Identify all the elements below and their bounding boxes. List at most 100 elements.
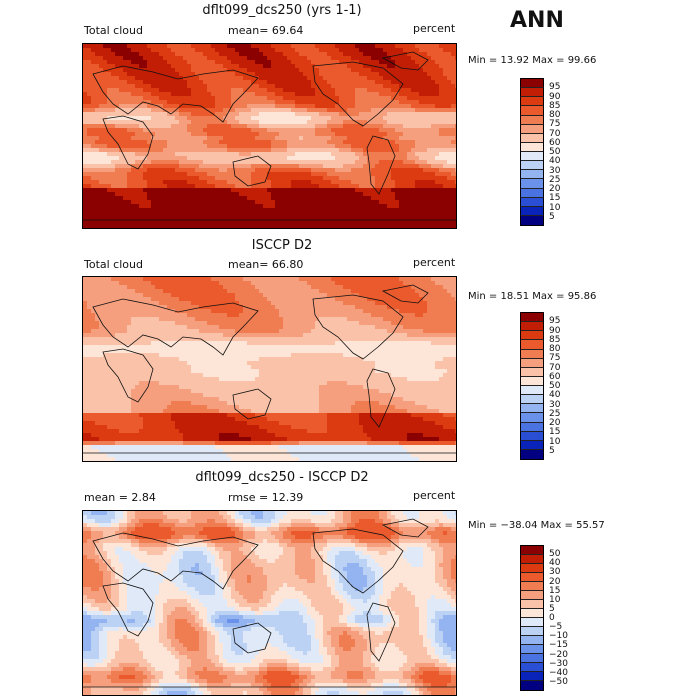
colorbar-segment xyxy=(521,115,543,125)
colorbar-tick-label: 30 xyxy=(549,165,561,176)
colorbar xyxy=(520,78,544,226)
colorbar-segment xyxy=(521,573,543,582)
units-label: percent xyxy=(413,256,456,269)
colorbar-tick-label: 0 xyxy=(549,613,555,623)
coastline xyxy=(312,61,404,127)
colorbar-tick-label: −30 xyxy=(549,658,568,669)
coastline xyxy=(381,51,429,71)
colorbar-tick-label: 60 xyxy=(549,137,561,148)
colorbar-segment xyxy=(521,376,543,386)
colorbar-tick-label: 70 xyxy=(549,128,561,139)
colorbar-tick-label: −5 xyxy=(549,622,563,633)
colorbar-tick-label: 80 xyxy=(549,110,561,120)
mean-label: mean= 66.80 xyxy=(228,258,304,271)
colorbar-tick-label: 50 xyxy=(549,147,561,157)
coastline xyxy=(232,388,272,420)
colorbar-tick-label: 20 xyxy=(549,418,561,428)
colorbar-segment xyxy=(521,161,543,171)
min-max-stats: Min = 13.92 Max = 99.66 xyxy=(468,55,597,66)
variable-label: Total cloud xyxy=(84,258,143,271)
coastline xyxy=(366,368,396,428)
colorbar-segment xyxy=(521,170,543,180)
min-max-stats: Min = 18.51 Max = 95.86 xyxy=(468,291,597,302)
colorbar-tick-label: 95 xyxy=(549,82,561,93)
colorbar-segment xyxy=(521,422,543,432)
colorbar-segment xyxy=(521,618,543,627)
colorbar-tick-label: 60 xyxy=(549,371,561,382)
coastline xyxy=(366,135,396,195)
colorbar-segment xyxy=(521,179,543,189)
panel-title: ISCCP D2 xyxy=(251,238,313,253)
coastline xyxy=(232,622,272,654)
colorbar-tick-label: 25 xyxy=(549,408,561,419)
colorbar-segment xyxy=(521,404,543,414)
contour-field xyxy=(83,277,456,461)
mean-label: mean = 2.84 xyxy=(84,491,156,504)
colorbar-tick-label: 90 xyxy=(549,325,561,336)
colorbar-segment xyxy=(521,197,543,207)
coastline xyxy=(366,602,396,662)
colorbar-segment xyxy=(521,546,543,555)
colorbar-tick-label: 30 xyxy=(549,567,561,578)
variable-label: Total cloud xyxy=(84,24,143,37)
coastline xyxy=(92,532,259,590)
coastline xyxy=(381,284,429,304)
colorbar-segment xyxy=(521,449,543,459)
colorbar-segment xyxy=(521,322,543,332)
colorbar-segment xyxy=(521,431,543,441)
colorbar-segment xyxy=(521,672,543,681)
colorbar-segment xyxy=(521,582,543,591)
colorbar-segment xyxy=(521,358,543,368)
colorbar-segment xyxy=(521,654,543,663)
colorbar-segment xyxy=(521,555,543,564)
colorbar-segment xyxy=(521,386,543,396)
mean-label: mean= 69.64 xyxy=(228,24,304,37)
colorbar-segment xyxy=(521,152,543,162)
colorbar-tick-label: −40 xyxy=(549,667,568,678)
colorbar-tick-label: 85 xyxy=(549,334,561,345)
colorbar-tick-label: 15 xyxy=(549,585,561,596)
colorbar xyxy=(520,545,544,691)
min-max-stats: Min = −38.04 Max = 55.57 xyxy=(468,520,605,531)
colorbar-segment xyxy=(521,215,543,225)
colorbar-tick-label: −15 xyxy=(549,640,568,651)
colorbar-segment xyxy=(521,349,543,359)
colorbar-tick-label: 50 xyxy=(549,549,561,560)
colorbar-segment xyxy=(521,627,543,636)
colorbar-tick-label: 95 xyxy=(549,316,561,327)
colorbar-tick-label: 10 xyxy=(549,202,561,213)
colorbar-tick-label: 5 xyxy=(549,211,555,222)
colorbar-tick-label: 40 xyxy=(549,156,561,167)
coastline xyxy=(92,298,259,356)
coastline xyxy=(381,518,429,538)
colorbar-segment xyxy=(521,681,543,690)
season-label: ANN xyxy=(510,8,564,33)
colorbar-segment xyxy=(521,413,543,423)
colorbar-segment xyxy=(521,636,543,645)
contour-field xyxy=(83,44,456,228)
colorbar-segment xyxy=(521,142,543,152)
colorbar-segment xyxy=(521,645,543,654)
colorbar-tick-label: 15 xyxy=(549,193,561,204)
colorbar-segment xyxy=(521,206,543,216)
colorbar-segment xyxy=(521,313,543,323)
colorbar-tick-label: 80 xyxy=(549,344,561,354)
colorbar-segment xyxy=(521,600,543,609)
colorbar-tick-label: 30 xyxy=(549,399,561,410)
colorbar-tick-label: 85 xyxy=(549,100,561,111)
colorbar-segment xyxy=(521,79,543,89)
colorbar-segment xyxy=(521,609,543,618)
colorbar-segment xyxy=(521,440,543,450)
colorbar-segment xyxy=(521,331,543,341)
colorbar-segment xyxy=(521,663,543,672)
coastline xyxy=(232,155,272,187)
colorbar-tick-label: 20 xyxy=(549,576,561,587)
colorbar-segment xyxy=(521,564,543,573)
colorbar-tick-label: 10 xyxy=(549,594,561,605)
colorbar-tick-label: 40 xyxy=(549,558,561,569)
colorbar-tick-label: 5 xyxy=(549,603,555,614)
colorbar-segment xyxy=(521,367,543,377)
units-label: percent xyxy=(413,22,456,35)
colorbar-tick-label: 10 xyxy=(549,436,561,447)
colorbar-segment xyxy=(521,97,543,107)
